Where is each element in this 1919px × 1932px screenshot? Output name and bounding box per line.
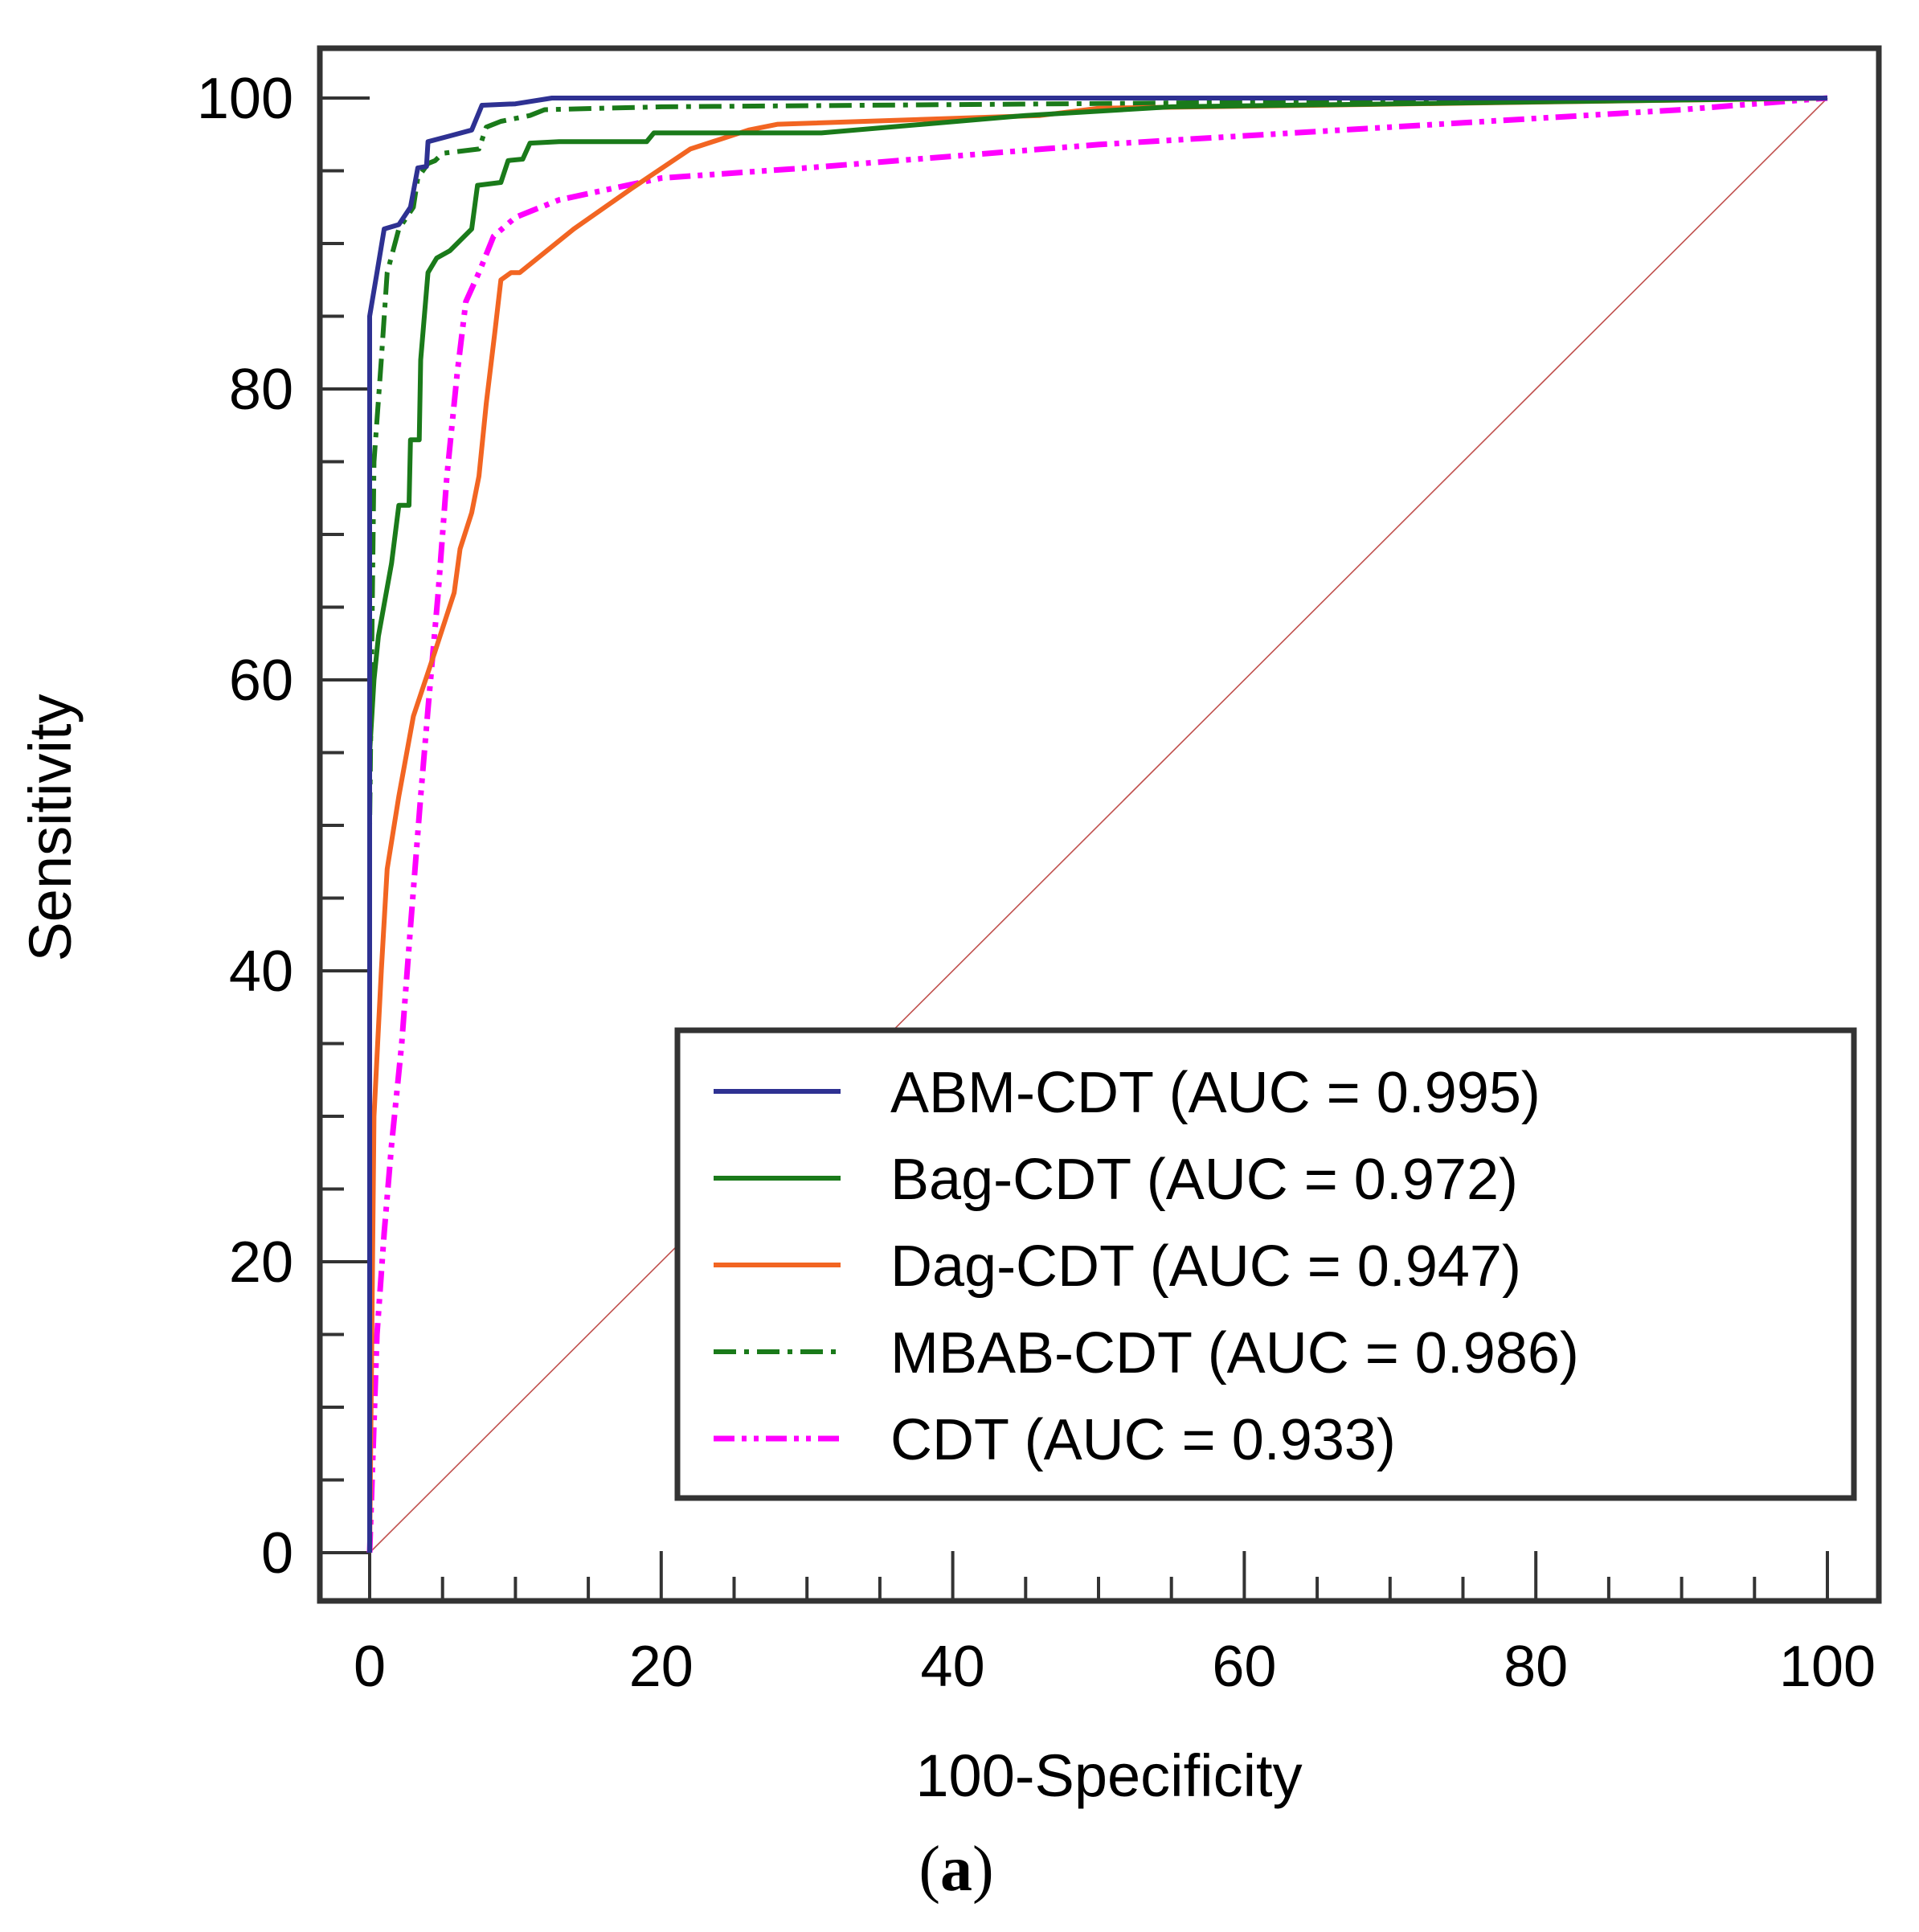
x-tick-label: 20 (629, 1635, 694, 1699)
y-tick-label: 0 (261, 1521, 293, 1586)
y-tick-label: 40 (229, 939, 293, 1004)
series-line-mbab-cdt (367, 96, 1828, 1553)
series-line-dag-cdt (367, 96, 1828, 1553)
y-tick-label: 100 (197, 67, 293, 131)
series-line-bag-cdt (367, 96, 1828, 1553)
x-tick-label: 60 (1212, 1635, 1276, 1699)
tick-labels: 0 20 40 60 80 100 0 20 40 60 80 100 (197, 67, 1876, 1699)
caption-close-paren: ) (972, 1834, 994, 1905)
series-lines (366, 95, 1828, 1553)
x-axis-title: 100-Specificity (915, 1742, 1302, 1809)
x-tick-label: 80 (1504, 1635, 1568, 1699)
reference-diagonal-line (369, 97, 1828, 1553)
legend-label-dag-cdt: Dag-CDT (AUC = 0.947) (890, 1234, 1521, 1299)
legend-label-cdt: CDT (AUC = 0.933) (890, 1408, 1396, 1472)
axis-ticks (320, 96, 1829, 1601)
y-tick-label: 60 (229, 649, 293, 713)
caption-letter: a (940, 1834, 972, 1905)
series-line-abm-cdt (367, 96, 1827, 1553)
x-tick-label: 100 (1779, 1635, 1876, 1699)
x-tick-label: 0 (354, 1635, 386, 1699)
y-tick-label: 20 (229, 1230, 293, 1295)
legend-box (674, 1027, 1857, 1501)
legend-label-bag-cdt: Bag-CDT (AUC = 0.972) (890, 1148, 1518, 1212)
legend-label-abm-cdt: ABM-CDT (AUC = 0.995) (890, 1061, 1541, 1125)
y-tick-label: 80 (229, 358, 293, 422)
series-line-cdt (366, 95, 1828, 1553)
x-tick-label: 40 (921, 1635, 985, 1699)
y-axis-title: Sensitivity (17, 694, 84, 961)
caption-open-paren: ( (919, 1834, 940, 1905)
figure-caption: (a) (919, 1834, 993, 1905)
legend: ABM-CDT (AUC = 0.995) Bag-CDT (AUC = 0.97… (674, 1027, 1857, 1501)
legend-label-mbab-cdt: MBAB-CDT (AUC = 0.986) (890, 1321, 1579, 1386)
